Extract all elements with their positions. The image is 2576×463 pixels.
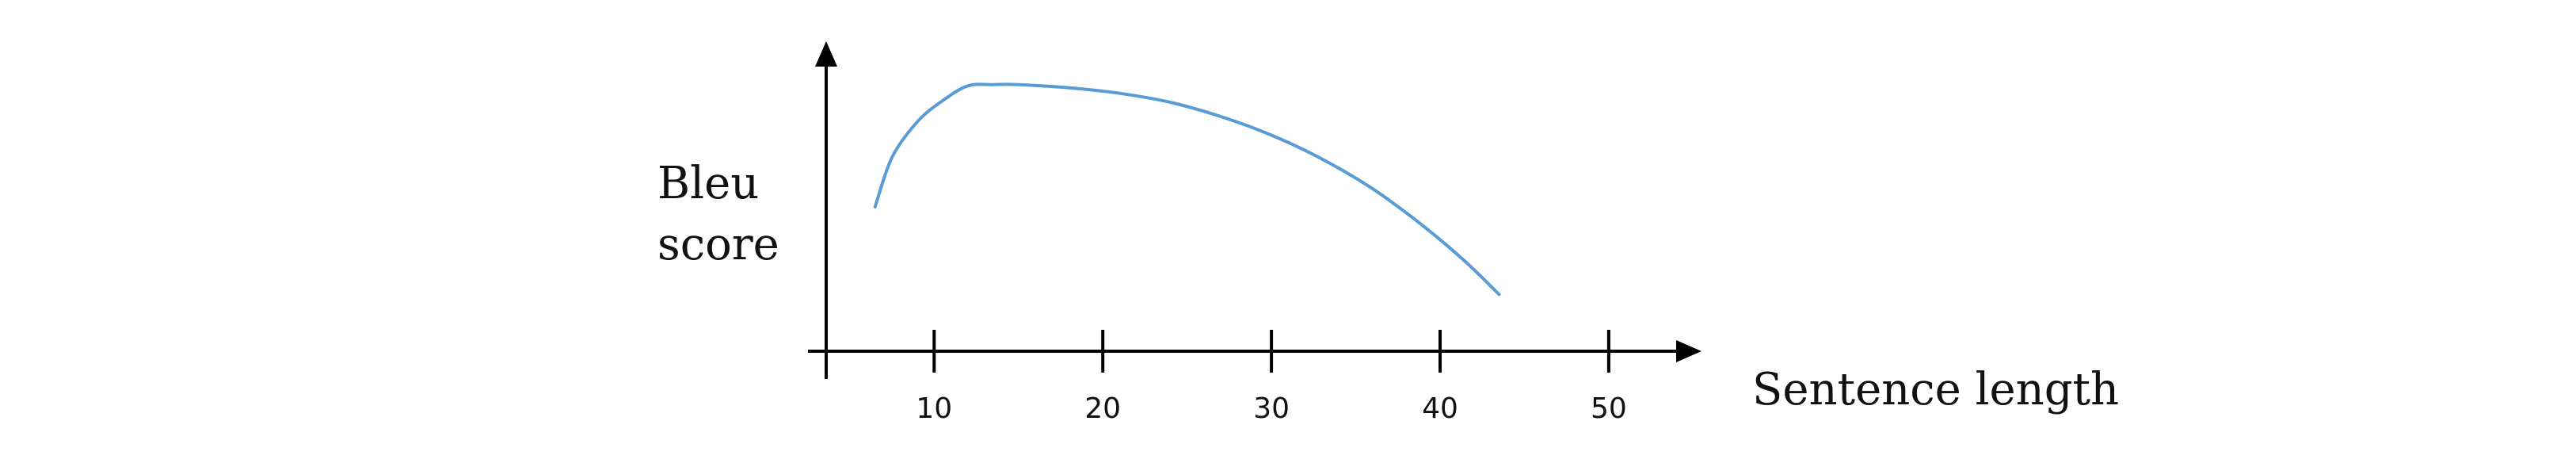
x-tick-label-40: 40 bbox=[1422, 392, 1458, 425]
y-axis-arrow bbox=[815, 41, 837, 67]
x-tick-label-20: 20 bbox=[1084, 392, 1121, 425]
series-line-0 bbox=[873, 82, 1501, 297]
x-tick-label-30: 30 bbox=[1253, 392, 1290, 425]
x-axis-label: Sentence length bbox=[1752, 364, 2119, 415]
series-group bbox=[873, 82, 1501, 297]
x-tick-label-50: 50 bbox=[1591, 392, 1627, 425]
x-axis-arrow bbox=[1676, 340, 1701, 362]
x-tick-label-10: 10 bbox=[916, 392, 952, 425]
y-axis-label-line-1: Bleu bbox=[657, 158, 759, 209]
x-axis-ticks: 10 20 30 40 50 bbox=[916, 330, 1627, 425]
y-axis-label-line-2: score bbox=[657, 219, 779, 270]
